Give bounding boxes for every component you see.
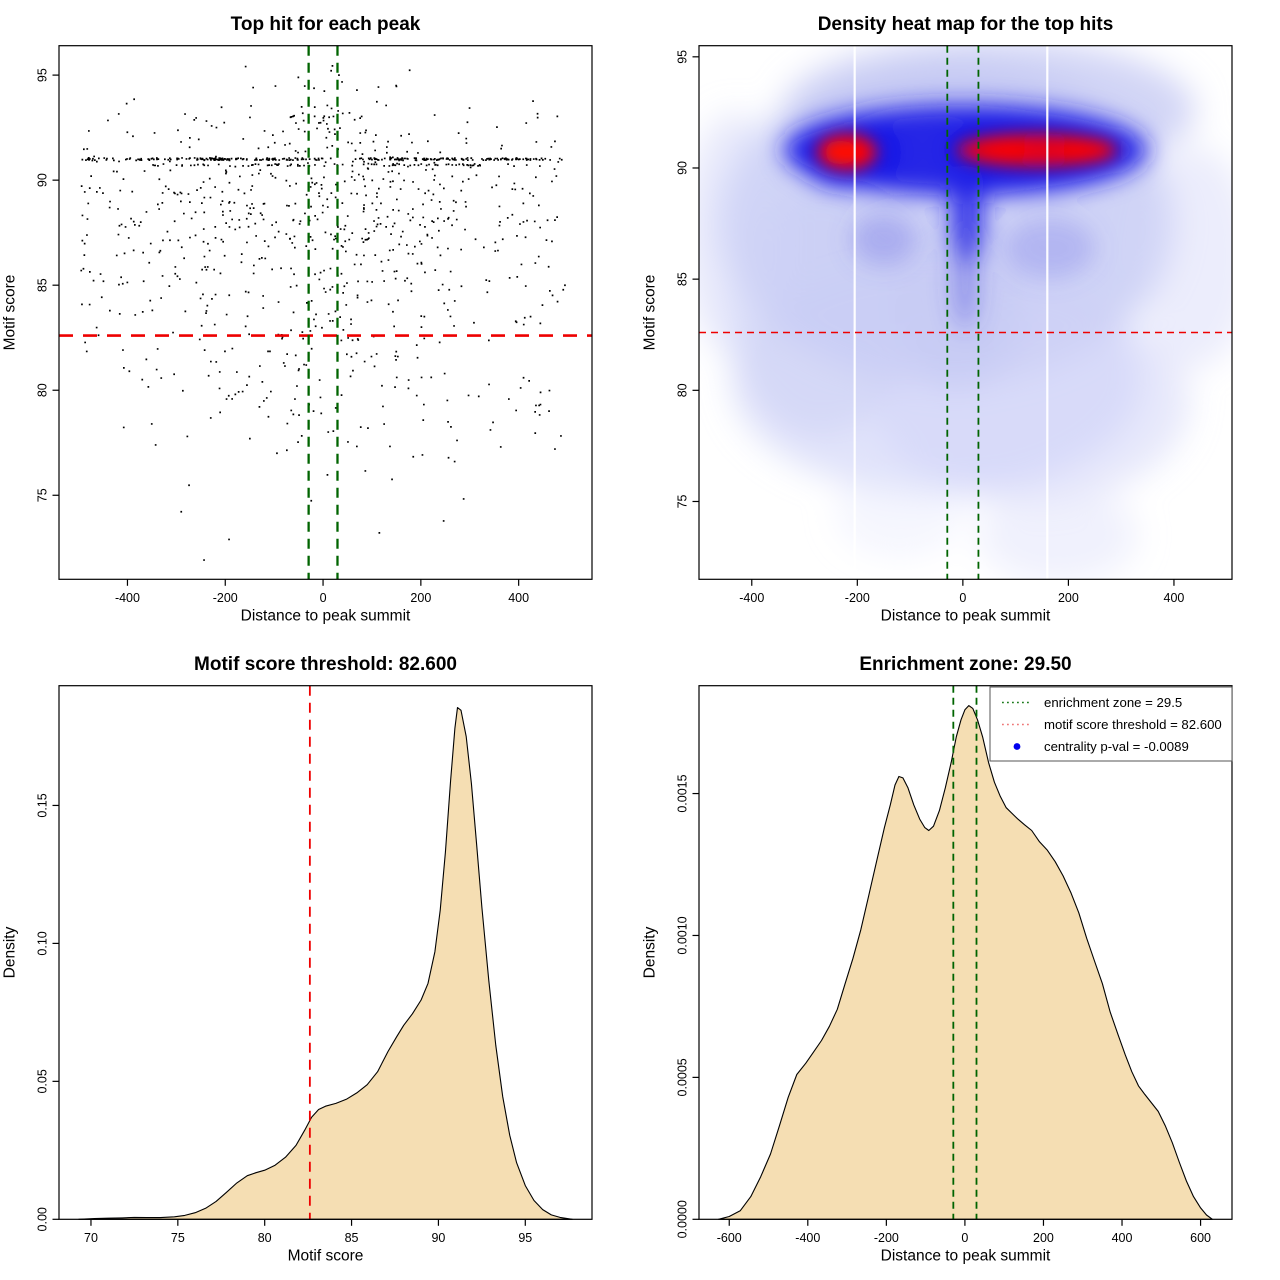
x-axis-label: Distance to peak summit: [881, 608, 1051, 625]
x-tick-label: 95: [518, 1231, 532, 1245]
y-tick-label: 80: [676, 383, 690, 397]
top-hit-scatter-plot-area: -400 -200 0 200 400 75 80 85 90 95: [36, 45, 593, 605]
distance-density-plot-area: -600 -400 -200 0 200 400 600 0.0000 0.0005 0.0010…: [676, 685, 1233, 1245]
x-tick-label: 0: [961, 1231, 968, 1245]
y-tick-label: 95: [676, 50, 690, 64]
legend-label: motif score threshold = 82.600: [1044, 717, 1222, 732]
legend-blue-dot-swatch: [1013, 743, 1021, 750]
y-tick-label: 90: [676, 161, 690, 175]
x-tick-label: -400: [739, 591, 764, 605]
panel-title: Motif score threshold: 82.600: [194, 654, 457, 675]
x-axis-label: Distance to peak summit: [881, 1248, 1051, 1265]
density-area: [718, 705, 1213, 1220]
y-tick-label: 95: [36, 68, 50, 82]
x-axis-label: Motif score: [288, 1248, 364, 1265]
density-heatmap-plot-area: -400 -200 0 200 400 75 80 85 90 95: [676, 45, 1233, 605]
x-tick-label: -400: [115, 591, 140, 605]
legend-label: centrality p-val = -0.0089: [1044, 739, 1189, 754]
y-tick-label: 75: [676, 494, 690, 508]
y-tick-label: 0.0010: [676, 916, 690, 954]
y-tick-label: 0.15: [36, 793, 50, 817]
legend-label: enrichment zone = 29.5: [1044, 695, 1182, 710]
x-tick-label: 600: [1190, 1231, 1211, 1245]
white-stripe: [1046, 45, 1049, 580]
x-tick-label: 200: [1033, 1231, 1054, 1245]
axes: -600 -400 -200 0 200 400 600 0.0000 0.0005 0.0010…: [676, 685, 1233, 1245]
panel-title: Enrichment zone: 29.50: [859, 654, 1071, 675]
motif-score-density-svg: 70 75 80 85 90 95 0.00 0.05 0.10 0.15 Motif score…: [2, 654, 593, 1265]
y-tick-label: 0.0015: [676, 774, 690, 812]
y-axis-label: Motif score: [642, 275, 659, 351]
motif-score-density-plot-area: 70 75 80 85 90 95 0.00 0.05 0.10 0.15: [36, 685, 593, 1245]
y-tick-label: 75: [36, 488, 50, 502]
y-tick-label: 0.0005: [676, 1058, 690, 1096]
white-stripe: [853, 45, 856, 580]
heatmap-red-blobs: [817, 133, 1117, 170]
x-tick-label: 200: [1058, 591, 1079, 605]
y-tick-label: 0.10: [36, 931, 50, 955]
x-tick-label: 80: [258, 1231, 272, 1245]
y-tick-label: 90: [36, 173, 50, 187]
x-tick-label: -200: [213, 591, 238, 605]
y-tick-label: 0.0000: [676, 1200, 690, 1238]
x-tick-label: -200: [874, 1231, 899, 1245]
y-axis-label: Motif score: [2, 275, 19, 351]
y-tick-label: 0.00: [36, 1207, 50, 1231]
x-tick-label: 75: [171, 1231, 185, 1245]
x-tick-label: 200: [410, 591, 431, 605]
density-area: [78, 706, 573, 1220]
x-tick-label: -600: [717, 1231, 742, 1245]
panel-top-hit-scatter: -400 -200 0 200 400 75 80 85 90 95 Top hit for ea…: [0, 0, 640, 640]
y-tick-label: 80: [36, 383, 50, 397]
panel-title: Top hit for each peak: [231, 14, 421, 35]
y-tick-label: 85: [36, 278, 50, 292]
x-tick-label: -400: [795, 1231, 820, 1245]
heatmap-layer: [699, 45, 1232, 580]
x-axis-label: Distance to peak summit: [241, 608, 411, 625]
scatter-points: [80, 65, 566, 561]
panel-distance-density: -600 -400 -200 0 200 400 600 0.0000 0.0005 0.0010…: [640, 640, 1280, 1280]
x-tick-label: 400: [508, 591, 529, 605]
x-tick-label: 70: [84, 1231, 98, 1245]
x-tick-label: 400: [1164, 591, 1185, 605]
x-tick-label: 85: [345, 1231, 359, 1245]
y-tick-label: 0.05: [36, 1069, 50, 1093]
distance-density-svg: -600 -400 -200 0 200 400 600 0.0000 0.0005 0.0010…: [642, 654, 1233, 1265]
density-heatmap-svg: -400 -200 0 200 400 75 80 85 90 95 Density heat m…: [642, 14, 1233, 625]
axes: 70 75 80 85 90 95 0.00 0.05 0.10 0.15: [36, 685, 593, 1245]
panel-title: Density heat map for the top hits: [818, 14, 1114, 35]
axes: -400 -200 0 200 400 75 80 85 90 95: [36, 45, 593, 605]
legend: enrichment zone = 29.5 motif score thresh…: [989, 686, 1233, 762]
x-tick-label: 0: [320, 591, 327, 605]
y-tick-label: 85: [676, 272, 690, 286]
x-tick-label: 0: [959, 591, 966, 605]
y-axis-label: Density: [2, 926, 19, 978]
panel-motif-score-density: 70 75 80 85 90 95 0.00 0.05 0.10 0.15 Motif score…: [0, 640, 640, 1280]
panel-density-heatmap: -400 -200 0 200 400 75 80 85 90 95 Density heat m…: [640, 0, 1280, 640]
x-tick-label: -200: [845, 591, 870, 605]
x-tick-label: 400: [1112, 1231, 1133, 1245]
x-tick-label: 90: [431, 1231, 445, 1245]
y-axis-label: Density: [642, 926, 659, 978]
axes: -400 -200 0 200 400 75 80 85 90 95: [676, 45, 1233, 605]
top-hit-scatter-svg: -400 -200 0 200 400 75 80 85 90 95 Top hit for ea…: [2, 14, 593, 625]
